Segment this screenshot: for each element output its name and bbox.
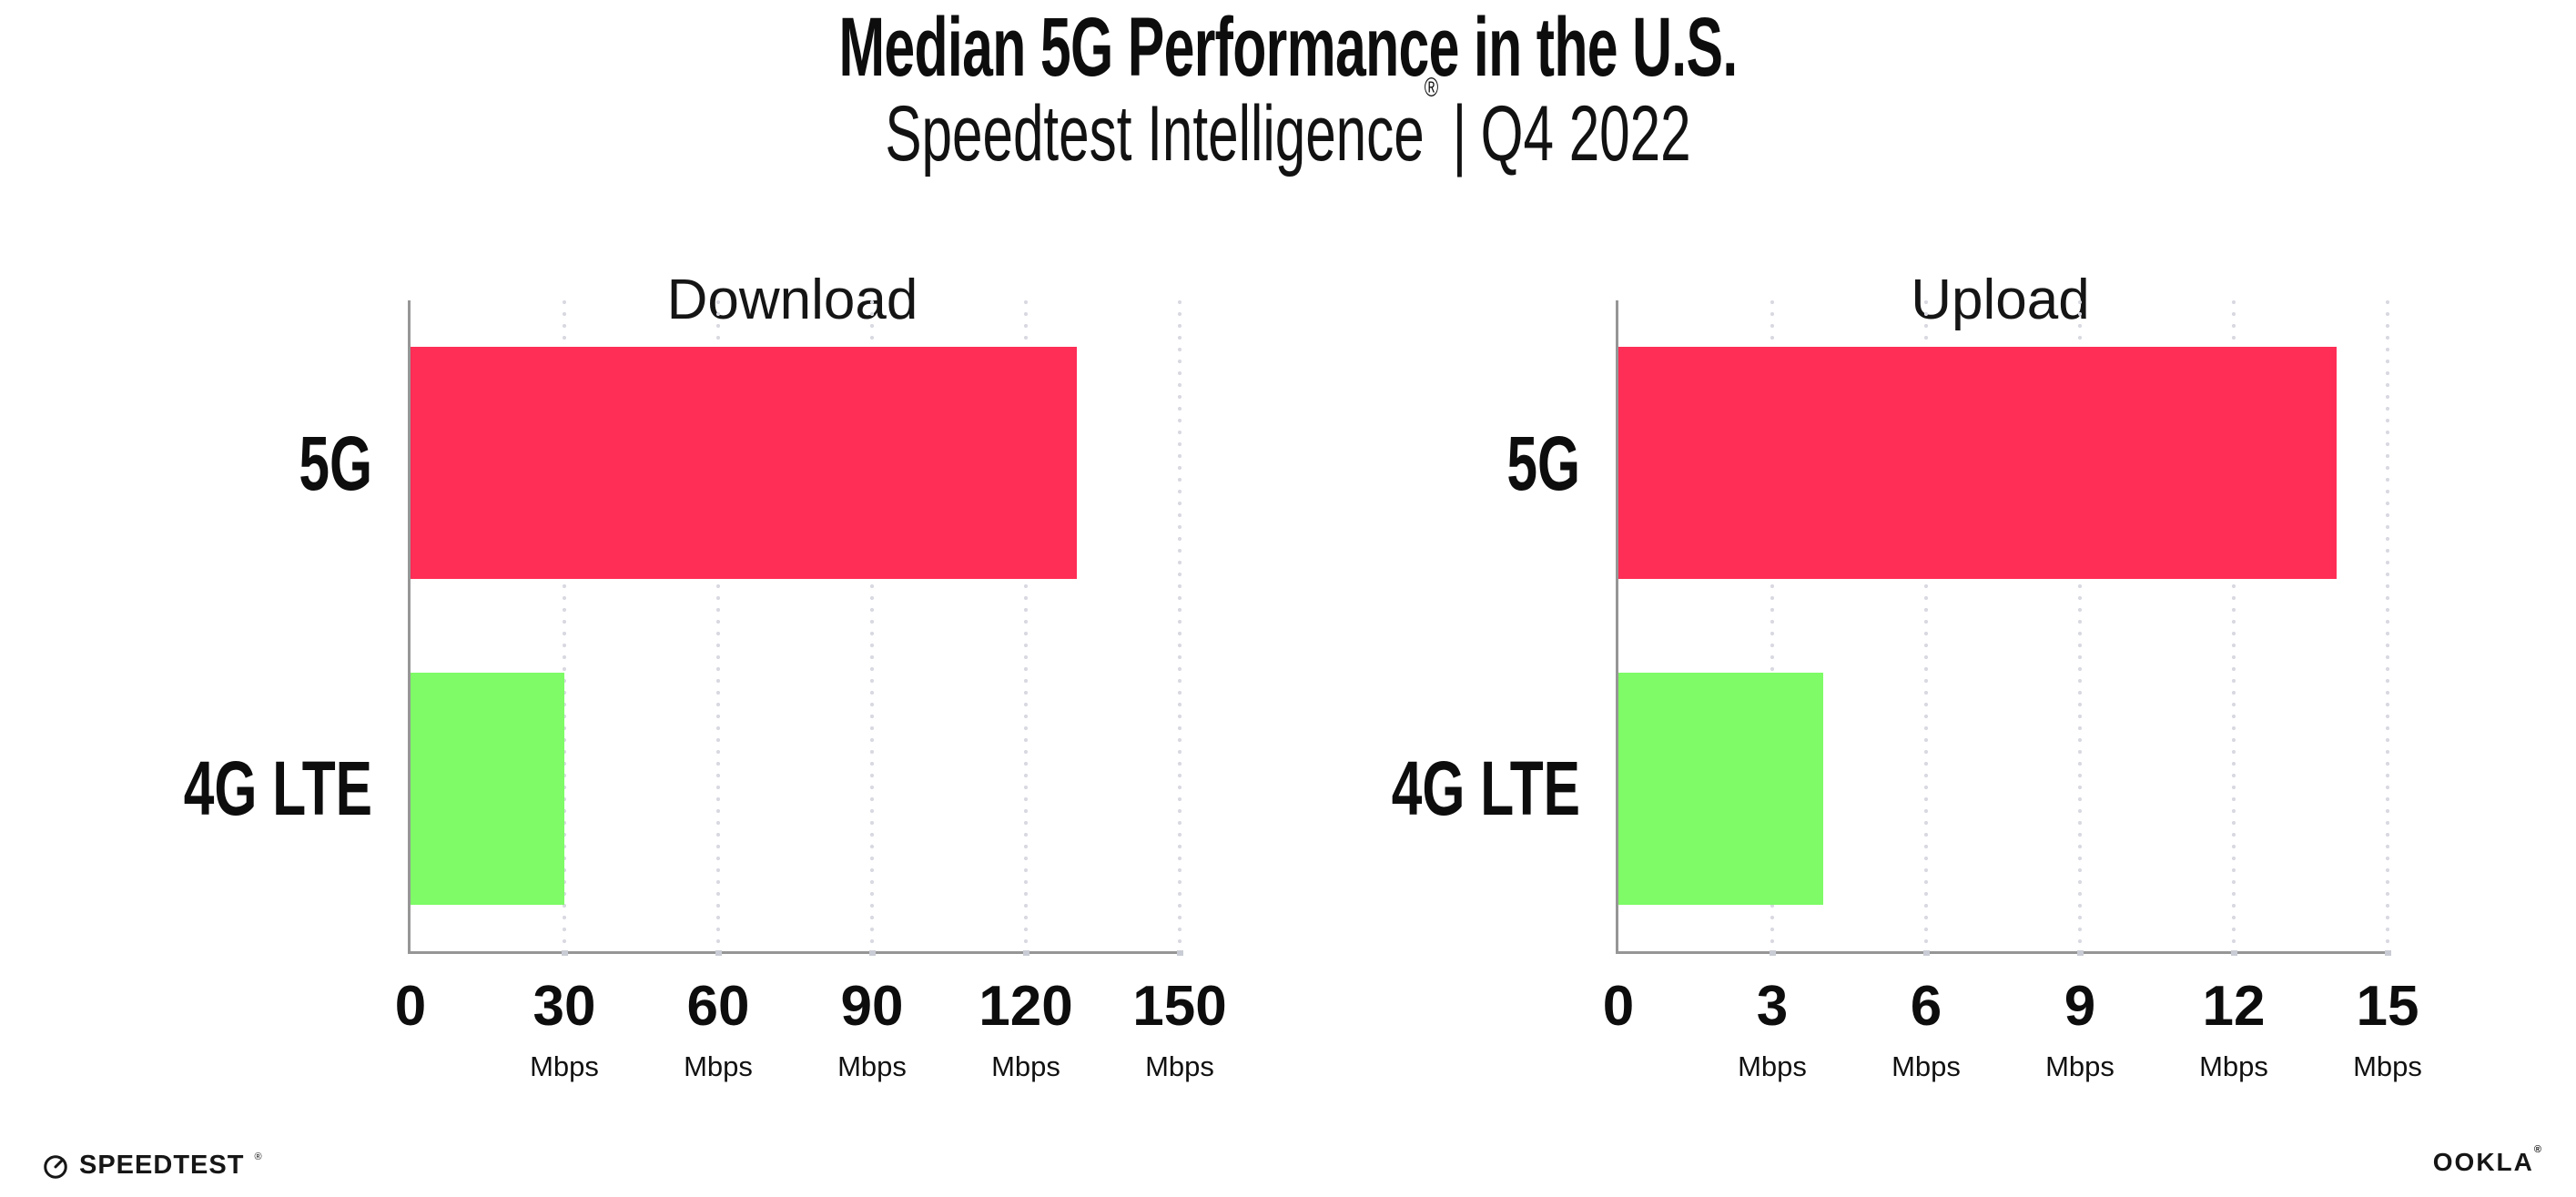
x-tick-unit-9: Mbps xyxy=(2045,1050,2115,1082)
x-tick-label-150: 150 xyxy=(1132,975,1227,1038)
x-tick-label-15: 15 xyxy=(2356,975,2419,1038)
bar-4g-lte xyxy=(411,672,564,905)
ookla-logo: OOKLA® xyxy=(2432,1144,2543,1177)
upload-plot-area: 0 3 Mbps 6 Mbps 9 Mbps 12 Mbps 15 Mbps 5G 4G LTE xyxy=(1392,300,2422,1080)
axis-tick-150 xyxy=(1177,950,1183,956)
upload-chart-title: Upload xyxy=(1911,269,2090,332)
axis-tick-30 xyxy=(562,950,568,956)
x-tick-label-3: 3 xyxy=(1756,975,1789,1038)
ookla-wordmark: OOKLA xyxy=(2432,1148,2534,1176)
axis-tick-3 xyxy=(1770,950,1776,956)
page-subtitle: Speedtest Intelligence® | Q4 2022 xyxy=(387,73,2190,178)
x-tick-label-0: 0 xyxy=(1602,975,1635,1038)
x-tick-unit-150: Mbps xyxy=(1145,1050,1214,1082)
x-tick-label-0: 0 xyxy=(394,975,427,1038)
x-tick-unit-12: Mbps xyxy=(2199,1050,2268,1082)
upload-chart: Upload 0 3 Mbps 6 Mbps 9 Mbps 12 Mbps 15 Mbps 5G 4G … xyxy=(1385,218,2422,1083)
registered-trademark-icon: ® xyxy=(1424,73,1439,104)
x-tick-label-9: 9 xyxy=(2064,975,2096,1038)
x-tick-label-6: 6 xyxy=(1910,975,1942,1038)
x-tick-unit-30: Mbps xyxy=(530,1050,599,1082)
x-tick-label-90: 90 xyxy=(840,975,904,1038)
ookla-registered-icon: ® xyxy=(2533,1143,2543,1155)
y-category-label-5g: 5G xyxy=(1506,420,1580,506)
bar-5g xyxy=(1618,347,2337,580)
speedtest-logo: SPEEDTEST ® xyxy=(42,1151,262,1181)
bar-4g-lte xyxy=(1618,672,1824,905)
x-tick-unit-15: Mbps xyxy=(2353,1050,2422,1082)
x-tick-label-60: 60 xyxy=(686,975,750,1038)
speedtest-wordmark: SPEEDTEST xyxy=(79,1151,245,1180)
x-tick-label-120: 120 xyxy=(979,975,1073,1038)
subtitle-separator: | xyxy=(1452,90,1467,178)
y-category-label-4g-lte: 4G LTE xyxy=(183,746,372,832)
speedtest-registered-icon: ® xyxy=(254,1151,262,1162)
subtitle-brand: Speedtest Intelligence xyxy=(885,90,1425,178)
x-tick-unit-90: Mbps xyxy=(837,1050,907,1082)
x-tick-unit-120: Mbps xyxy=(991,1050,1060,1082)
gridline-15 xyxy=(2386,300,2389,951)
y-category-label-4g-lte: 4G LTE xyxy=(1391,746,1580,832)
axis-tick-60 xyxy=(715,950,722,956)
axis-tick-9 xyxy=(2077,950,2084,956)
y-category-label-5g: 5G xyxy=(299,420,372,506)
download-chart-title: Download xyxy=(666,269,918,332)
x-tick-label-12: 12 xyxy=(2202,975,2266,1038)
x-tick-label-30: 30 xyxy=(532,975,596,1038)
download-chart: Download 0 30 Mbps 60 Mbps 90 Mbps 120 Mbps 150 Mb… xyxy=(177,218,1227,1083)
axis-tick-6 xyxy=(1923,950,1930,956)
bar-5g xyxy=(411,347,1078,580)
x-tick-unit-60: Mbps xyxy=(684,1050,753,1082)
gridline-150 xyxy=(1178,300,1182,951)
x-tick-unit-6: Mbps xyxy=(1891,1050,1961,1082)
axis-tick-120 xyxy=(1023,950,1029,956)
speedtest-gauge-icon xyxy=(44,1154,67,1179)
page-title: Median 5G Performance in the U.S. xyxy=(838,1,1738,94)
axis-tick-12 xyxy=(2231,950,2237,956)
download-plot-area: 0 30 Mbps 60 Mbps 90 Mbps 120 Mbps 150 Mbps 5G 4G LT… xyxy=(184,300,1227,1080)
x-tick-unit-3: Mbps xyxy=(1738,1050,1807,1082)
axis-tick-90 xyxy=(869,950,876,956)
subtitle-period: Q4 2022 xyxy=(1480,90,1691,178)
axis-tick-15 xyxy=(2385,950,2391,956)
